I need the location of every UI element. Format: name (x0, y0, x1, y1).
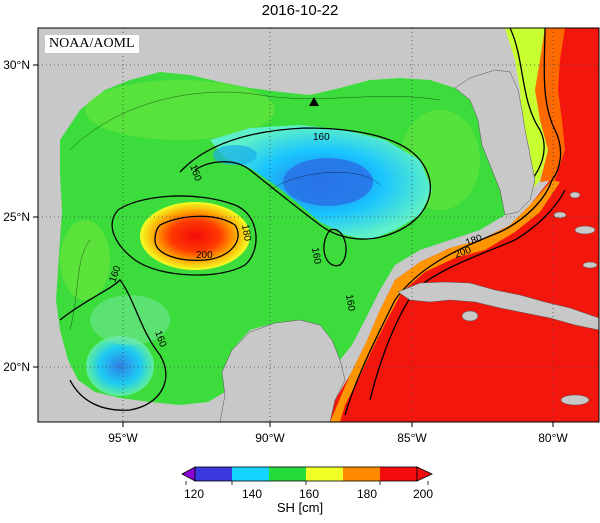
colorbar-segment-6 (380, 467, 417, 481)
contour-160-a (179, 127, 431, 240)
colorbar-tick-120: 120 (184, 487, 204, 501)
bahamas-island-2 (553, 211, 567, 219)
lon-label-80w: 80°W (538, 431, 568, 445)
buoy-marker-triangle (309, 97, 319, 106)
colorbar-segment-3 (269, 467, 306, 481)
lat-label-25n: 25°N (3, 210, 30, 224)
lon-label-95w: 95°W (108, 431, 138, 445)
colorbar-segment-4 (306, 467, 343, 481)
contour-label-5: 160 (309, 247, 323, 266)
colorbar-low-arrow (181, 466, 196, 482)
colorbar-tick-140: 140 (242, 487, 262, 501)
atlantic-yellow-band (505, 28, 548, 205)
contour-160-b (59, 279, 167, 411)
contour-label-7: 180 (239, 224, 253, 243)
colorbar: 120 140 160 180 200 (181, 466, 433, 501)
colorbar-tick-180: 180 (357, 487, 377, 501)
contour-180-atlantic (543, 28, 562, 181)
yucatan-peninsula (219, 319, 346, 422)
colorbar-segment-1 (195, 467, 232, 481)
caribbean-warm-water (330, 28, 599, 422)
contour-label-1: 160 (313, 132, 330, 143)
lat-label-20n: 20°N (3, 360, 30, 374)
contour-thin-1 (69, 91, 441, 151)
jamaica-island (560, 394, 590, 406)
lon-label-90w: 90°W (255, 431, 285, 445)
southwest-cold-eddy (86, 336, 154, 396)
florida-peninsula (454, 69, 536, 216)
bahamas-island-4 (569, 191, 581, 199)
atlantic-orange-band (535, 28, 565, 182)
map-title: 2016-10-22 (261, 2, 339, 19)
contour-160-atlantic (509, 28, 545, 183)
lat-label-30n: 30°N (3, 58, 30, 72)
colorbar-tick-200: 200 (413, 487, 433, 501)
cuba-island (397, 281, 599, 331)
contour-label-6: 160 (343, 294, 357, 313)
bahamas-island-3 (582, 261, 598, 269)
contour-200-ring (154, 215, 239, 261)
contour-180-caribbean (344, 179, 553, 416)
colorbar-segment-2 (232, 467, 269, 481)
bahamas-island-1 (574, 225, 596, 235)
gulf-shade-north (85, 80, 275, 140)
lon-label-85w: 85°W (397, 431, 427, 445)
colorbar-title: SH [cm] (276, 500, 324, 515)
contour-thin-2 (269, 172, 381, 191)
contour-thin-3 (69, 239, 91, 331)
colorbar-high-arrow (416, 466, 433, 482)
small-eddy (213, 145, 257, 165)
contour-label-8: 200 (196, 250, 213, 261)
colorbar-tick-160: 160 (299, 487, 319, 501)
gulf-shade-west (60, 220, 110, 300)
credit-badge: NOAA/AOML (45, 35, 139, 53)
contour-180-ring (111, 195, 257, 276)
colorbar-segment-5 (343, 467, 380, 481)
contour-200-caribbean (369, 189, 566, 401)
isle-of-youth (461, 310, 479, 322)
eddy-core (283, 158, 373, 206)
contour-160-east (323, 229, 347, 267)
map-frame (37, 27, 600, 423)
southwest-eddy-band (90, 295, 170, 345)
